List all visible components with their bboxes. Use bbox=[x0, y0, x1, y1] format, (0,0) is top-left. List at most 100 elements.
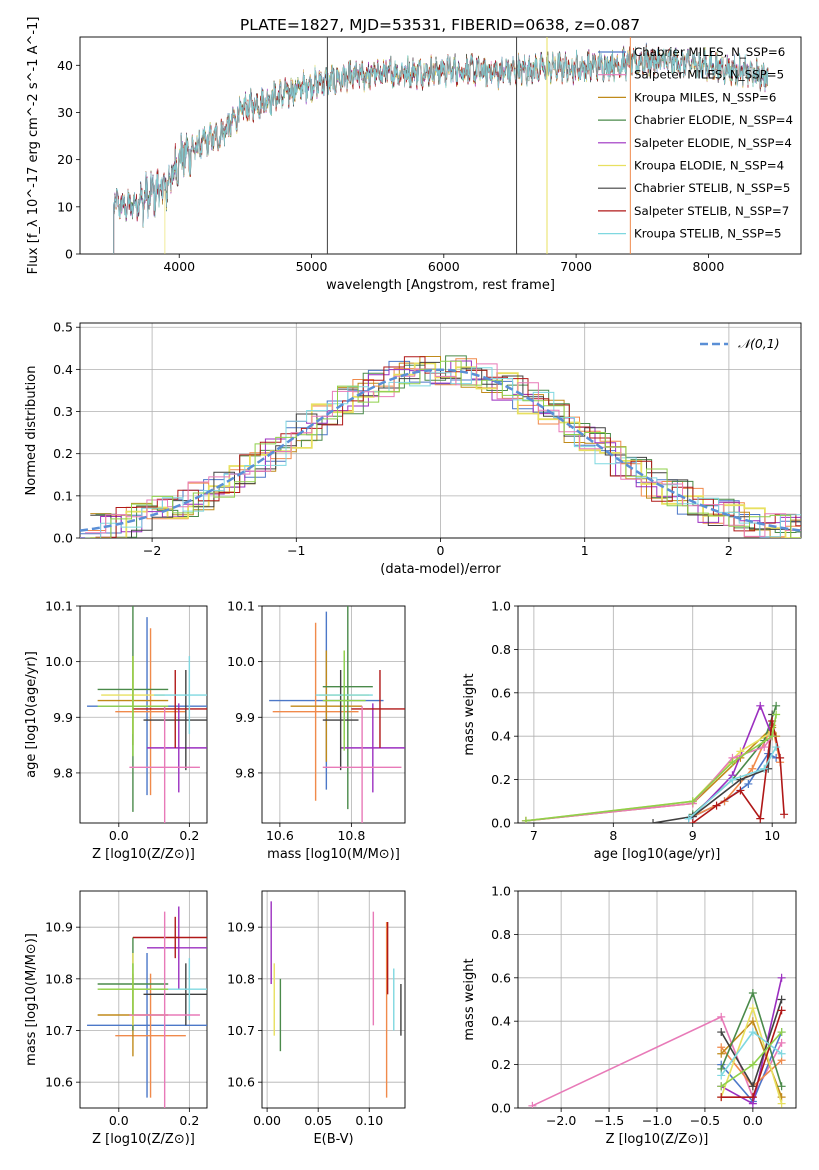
legend-label: Salpeter ELODIE, N_SSP=4 bbox=[634, 136, 792, 150]
data-point bbox=[736, 747, 745, 756]
data-point bbox=[748, 1082, 757, 1091]
y-tick-label: 10.7 bbox=[45, 1023, 73, 1038]
data-point bbox=[772, 710, 781, 719]
data-point bbox=[688, 819, 697, 823]
data-point bbox=[717, 1049, 726, 1058]
y-tick-label: 0.4 bbox=[491, 729, 511, 744]
axes-frame bbox=[79, 36, 802, 255]
legend-label: Kroupa STELIB, N_SSP=5 bbox=[634, 227, 781, 241]
y-axis-label: mass weight bbox=[462, 673, 477, 755]
x-tick-label: 10 bbox=[764, 828, 780, 843]
x-tick-label: 2 bbox=[725, 543, 733, 558]
x-tick-label: 0.2 bbox=[179, 1113, 199, 1128]
x-tick-label: −1.0 bbox=[642, 1113, 672, 1128]
histogram-series bbox=[90, 360, 801, 538]
data-point bbox=[748, 1093, 757, 1102]
x-axis-label: mass [log10(M/M⊙)] bbox=[267, 847, 400, 862]
y-tick-label: 10.6 bbox=[45, 1075, 73, 1090]
axes-frame bbox=[79, 605, 208, 824]
data-point bbox=[772, 743, 781, 752]
data-point bbox=[717, 1012, 726, 1021]
axes-frame bbox=[261, 890, 406, 1109]
y-tick-label: 0.4 bbox=[53, 362, 73, 377]
y-tick-label: 20 bbox=[57, 152, 73, 167]
x-tick-label: −1 bbox=[287, 543, 305, 558]
y-tick-label: 0.6 bbox=[491, 685, 511, 700]
mass-weight-line bbox=[532, 1015, 783, 1107]
y-tick-label: 10.1 bbox=[45, 599, 73, 614]
panel-1: −2 −1 0 1 2 0.0 0.1 0.2 0.3 0.4 0.5 (data-model)/er… bbox=[24, 320, 802, 577]
data-point bbox=[744, 779, 753, 788]
mass-weight-line bbox=[692, 703, 773, 818]
x-axis-label: (data-model)/error bbox=[380, 562, 501, 577]
data-point bbox=[748, 1017, 757, 1026]
data-point bbox=[777, 973, 786, 982]
x-tick-label: −2 bbox=[143, 543, 161, 558]
data-point bbox=[748, 1028, 757, 1037]
x-tick-label: 5000 bbox=[296, 259, 328, 274]
data-point bbox=[777, 1028, 786, 1037]
axes-frame bbox=[517, 605, 797, 824]
x-tick-label: −0.5 bbox=[690, 1113, 720, 1128]
panel-6: 0.00 0.05 0.10 10.6 10.7 10.8 10.9 E(B-V) bbox=[227, 890, 406, 1147]
data-point bbox=[717, 1028, 726, 1037]
y-axis-label: Normed distribution bbox=[24, 366, 39, 496]
legend-label: Salpeter MILES, N_SSP=5 bbox=[634, 68, 784, 82]
x-axis-label: wavelength [Angstrom, rest frame] bbox=[326, 278, 555, 293]
data-point bbox=[748, 988, 757, 997]
y-tick-label: 10.7 bbox=[227, 1023, 255, 1038]
x-axis-label: Z [log10(Z/Z⊙)] bbox=[606, 1132, 709, 1147]
mass-weight-line bbox=[688, 746, 777, 820]
mass-weight-line bbox=[525, 714, 777, 822]
y-tick-label: 0.4 bbox=[491, 1014, 511, 1029]
axes-frame bbox=[79, 322, 802, 539]
y-tick-label: 30 bbox=[57, 105, 73, 120]
data-point bbox=[777, 1038, 786, 1047]
x-tick-label: 9 bbox=[689, 828, 697, 843]
y-axis-label: mass [log10(M/M⊙)] bbox=[24, 933, 39, 1066]
x-tick-label: 8 bbox=[609, 828, 617, 843]
legend-label: Chabrier MILES, N_SSP=6 bbox=[634, 45, 785, 59]
data-point bbox=[717, 1071, 726, 1080]
x-tick-label: 10.6 bbox=[266, 828, 294, 843]
y-tick-label: 10.8 bbox=[45, 971, 73, 986]
x-tick-label: 0.2 bbox=[179, 828, 199, 843]
x-tick-label: 0 bbox=[437, 543, 445, 558]
y-tick-label: 10.9 bbox=[227, 920, 255, 935]
legend-label: Chabrier ELODIE, N_SSP=4 bbox=[634, 113, 793, 127]
data-point bbox=[748, 1004, 757, 1013]
data-point bbox=[756, 814, 765, 823]
x-tick-label: 0.0 bbox=[743, 1113, 763, 1128]
data-point bbox=[780, 810, 789, 819]
panel-4: 7 8 9 10 0.0 0.2 0.4 0.6 0.8 1.0 age [log10(age/yr… bbox=[462, 599, 797, 862]
x-tick-label: −1.5 bbox=[594, 1113, 624, 1128]
y-tick-label: 0.6 bbox=[491, 970, 511, 985]
x-tick-label: 0.0 bbox=[109, 828, 129, 843]
x-tick-label: 7000 bbox=[560, 259, 592, 274]
y-tick-label: 9.9 bbox=[235, 710, 255, 725]
y-tick-label: 9.8 bbox=[53, 765, 73, 780]
y-tick-label: 0 bbox=[65, 247, 73, 262]
y-tick-label: 1.0 bbox=[491, 884, 511, 899]
data-point bbox=[772, 701, 781, 710]
y-tick-label: 0.2 bbox=[491, 1057, 511, 1072]
x-tick-label: 0.0 bbox=[109, 1113, 129, 1128]
panel-5: 0.0 0.2 10.6 10.7 10.8 10.9 Z [log10(Z/Z⊙)] mas… bbox=[24, 890, 208, 1147]
data-point bbox=[728, 758, 737, 767]
data-point bbox=[688, 797, 697, 806]
data-point bbox=[728, 775, 737, 784]
normal-curve bbox=[80, 368, 801, 532]
x-tick-label: 10.8 bbox=[337, 828, 365, 843]
data-point bbox=[684, 814, 693, 823]
x-tick-label: 0.10 bbox=[355, 1113, 383, 1128]
data-point bbox=[748, 1060, 757, 1069]
y-tick-label: 0.1 bbox=[53, 488, 73, 503]
panel-2: 0.0 0.2 9.8 9.9 10.0 10.1 Z [log10(Z/Z⊙)] age [… bbox=[24, 599, 208, 862]
data-point bbox=[736, 786, 745, 795]
y-tick-label: 10.0 bbox=[45, 654, 73, 669]
y-tick-label: 0.3 bbox=[53, 404, 73, 419]
histogram-series bbox=[80, 367, 801, 538]
data-point bbox=[760, 764, 769, 773]
y-tick-label: 0.8 bbox=[491, 927, 511, 942]
y-tick-label: 0.0 bbox=[53, 531, 73, 546]
